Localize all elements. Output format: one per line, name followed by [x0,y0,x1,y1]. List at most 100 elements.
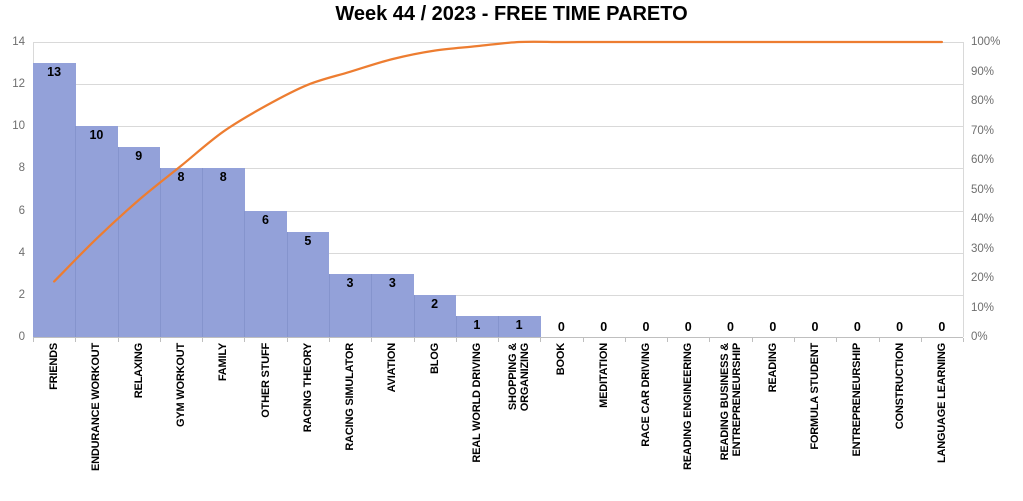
axis-tick [413,338,415,342]
axis-tick [498,338,499,342]
x-axis-category-label: REAL WORLD DRIVING [470,343,483,463]
x-axis-category-label: READING [766,343,779,393]
pct-axis-tick-label: 70% [971,124,995,137]
bar [455,315,499,337]
axis-tick [963,338,964,342]
chart-title: Week 44 / 2023 - FREE TIME PARETO [335,3,688,25]
axis-tick [540,338,542,342]
pct-axis-tick-label: 60% [971,154,995,166]
x-axis-category-label: AVIATION [386,343,399,393]
x-axis-category-label: RACE CAR DRIVING [640,343,652,447]
y-axis-tick-label: 8 [18,162,25,175]
y-axis-tick-label: 10 [12,120,25,133]
pct-axis-tick-label: 80% [971,95,995,107]
bar-value-label: 0 [642,320,650,334]
bar-value-label: 9 [135,149,143,164]
axis-tick [75,338,77,342]
x-axis-category-label: READING ENGINEERING [682,343,695,470]
bar [328,273,372,337]
x-axis-category-label: RACING SIMULATOR [344,343,356,451]
bar [244,210,288,337]
bar [75,126,119,337]
bar-value-label: 1 [515,317,523,332]
axis-tick [328,338,330,342]
axis-tick [751,338,753,342]
x-axis-category-label: FORMULA STUDENT [809,343,821,450]
axis-tick [920,338,922,342]
x-axis-category-label: READING BUSINESS & ENTREPRENEURSHIP [718,343,743,461]
pct-axis-tick-label: 20% [971,272,995,284]
x-axis-category-label: GYM WORKOUT [175,343,187,427]
pct-axis-tick-label: 100% [971,36,1001,48]
bar-value-label: 1 [473,317,481,332]
axis-tick [371,338,373,342]
bar [202,168,245,337]
axis-tick [286,338,288,342]
x-axis-category-label: OTHER STUFF [259,343,272,418]
y-axis-tick-label: 12 [12,78,25,91]
axis-tick [455,338,457,342]
pct-axis-tick-label: 30% [971,242,995,255]
x-axis-category-label: ENTREPRENEURSHIP [851,343,864,457]
x-axis-category-label: SHOPPING & ORGANIZING [507,343,532,412]
bar-value-label: 8 [219,170,227,185]
gridline [33,294,963,296]
axis-tick [793,338,795,342]
axis-tick [582,338,584,342]
axis-tick [709,338,711,342]
bar-value-label: 0 [600,320,608,334]
axis-tick [836,338,838,342]
bar-value-label: 3 [388,275,396,290]
bar-value-label: 0 [769,320,777,334]
bar [117,147,161,337]
y-axis-tick-label: 0 [18,331,25,343]
x-axis-line [33,337,963,338]
x-axis-category-label: FAMILY [217,343,230,382]
axis-tick [878,338,880,342]
axis-tick [159,338,161,342]
x-axis-category-label: BLOG [428,343,441,374]
axis-tick [117,338,119,342]
pct-axis-tick-label: 10% [971,301,995,314]
plot-border-right [963,42,964,337]
bar-value-label: 0 [938,320,946,334]
bar-value-label: 0 [727,320,734,334]
y-axis-tick-label: 4 [18,246,25,259]
x-axis-category-label: MEDITATION [597,343,610,408]
axis-tick [624,338,626,342]
y-axis-tick-label: 14 [12,36,25,48]
x-axis-category-label: LANGUAGE LEARNING [935,343,948,464]
bar [498,315,541,337]
pct-axis-tick-label: 90% [971,65,995,78]
axis-tick [33,338,34,342]
pct-axis-tick-label: 0% [971,331,988,343]
bar-value-label: 5 [304,233,312,248]
bar [371,273,414,337]
bar-value-label: 0 [853,320,861,334]
bar-value-label: 0 [896,320,904,334]
bar [413,294,457,337]
x-axis-category-label: CONSTRUCTION [893,343,906,430]
bar-value-label: 0 [557,320,565,334]
gridline [33,42,963,43]
bar-value-label: 0 [811,320,819,334]
axis-tick [202,338,204,342]
pct-axis-tick-label: 40% [971,213,995,225]
bar [33,63,76,337]
x-axis-category-label: RACING THEORY [301,343,314,433]
gridline [33,126,963,128]
bar [159,168,203,337]
y-axis-tick-label: 2 [18,288,25,301]
x-axis-category-label: FRIENDS [48,343,61,390]
x-axis-category-label: RELAXING [132,343,145,399]
axis-tick [244,338,246,342]
x-axis-category-label: BOOK [555,343,568,376]
bar-value-label: 0 [684,320,692,334]
x-axis-category-label: ENDURANCE WORKOUT [90,343,103,471]
bar-value-label: 13 [47,65,62,80]
bar-value-label: 3 [346,275,354,290]
bar-value-label: 6 [262,212,269,227]
gridline [33,84,963,86]
bar-value-label: 8 [177,170,185,185]
